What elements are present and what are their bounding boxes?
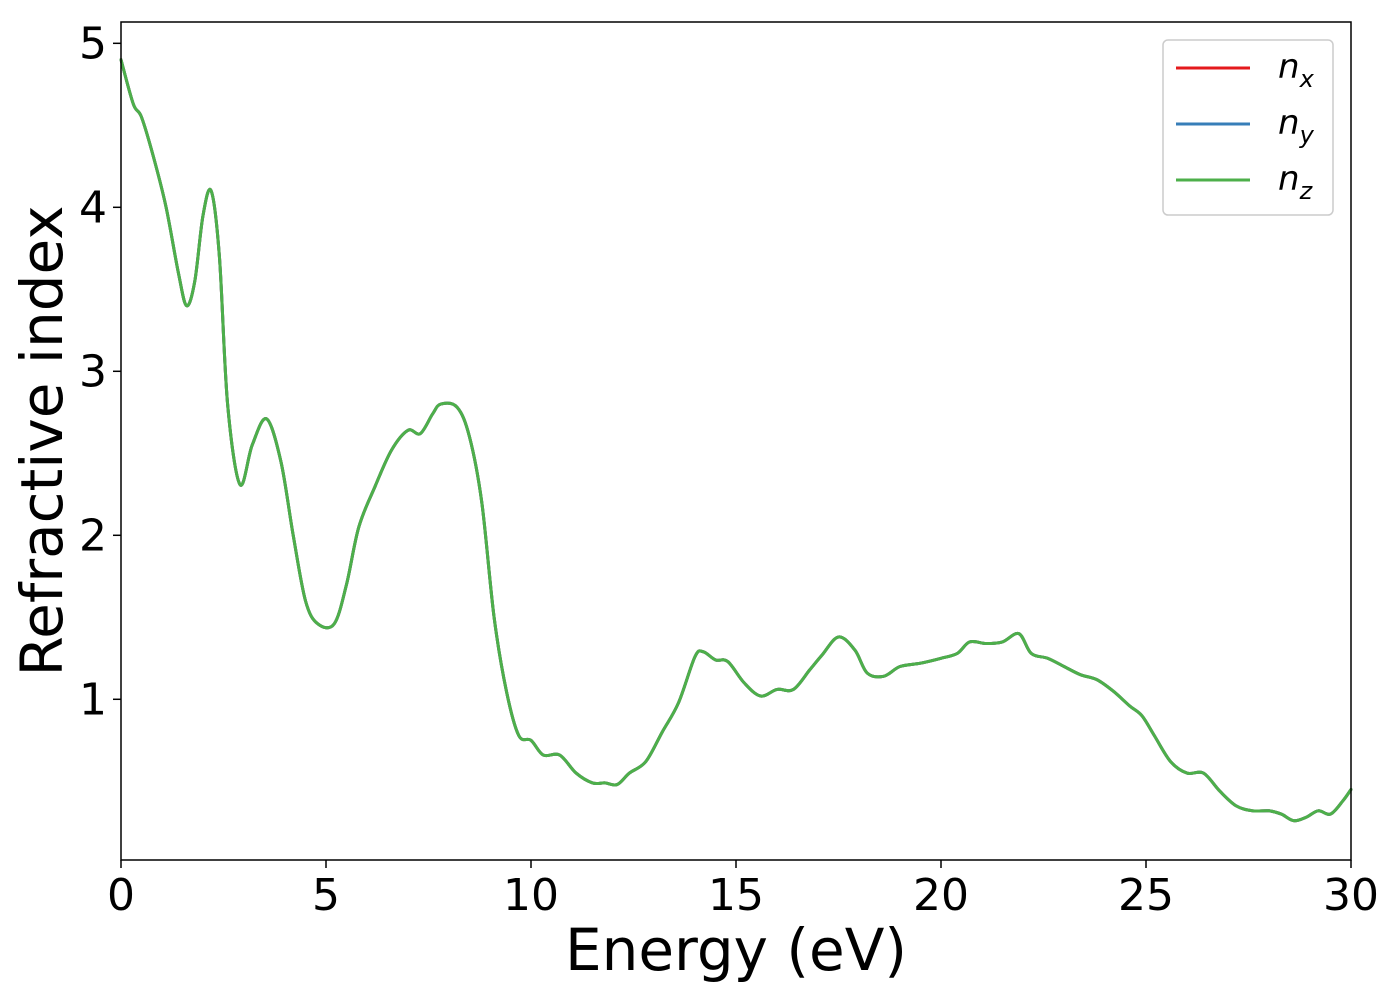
legend-box <box>1162 39 1334 216</box>
x-tick-label: 0 <box>107 870 135 921</box>
series-layer <box>119 58 1353 823</box>
x-tick-label: 5 <box>312 870 340 921</box>
legend-label-nx: nx <box>1278 47 1315 93</box>
legend-label-subscript: y <box>1299 121 1315 149</box>
y-tick-label: 5 <box>79 18 107 69</box>
x-axis-title: Energy (eV) <box>565 916 907 984</box>
legend-label-subscript: z <box>1299 177 1314 205</box>
legend-label-base: n <box>1278 47 1300 87</box>
legend-label-ny: ny <box>1278 103 1315 149</box>
legend-label-nz: nz <box>1278 159 1314 205</box>
x-tick-label: 10 <box>503 870 559 921</box>
y-tick-label: 4 <box>79 182 107 233</box>
legend-label-base: n <box>1278 103 1300 143</box>
x-axis-ticks: 0 5 10 15 20 25 30 <box>107 860 1379 921</box>
y-tick-label: 1 <box>79 674 107 725</box>
legend-label-subscript: x <box>1299 65 1315 93</box>
x-tick-label: 15 <box>708 870 764 921</box>
series-line-n-z <box>119 58 1353 823</box>
legend-label-base: n <box>1278 159 1300 199</box>
y-tick-label: 3 <box>79 346 107 397</box>
y-axis-title: Refractive index <box>8 205 76 676</box>
y-tick-label: 2 <box>79 510 107 561</box>
x-tick-label: 25 <box>1118 870 1174 921</box>
x-tick-label: 30 <box>1323 870 1379 921</box>
y-axis-ticks: 1 2 3 4 5 <box>79 18 121 725</box>
x-tick-label: 20 <box>913 870 969 921</box>
